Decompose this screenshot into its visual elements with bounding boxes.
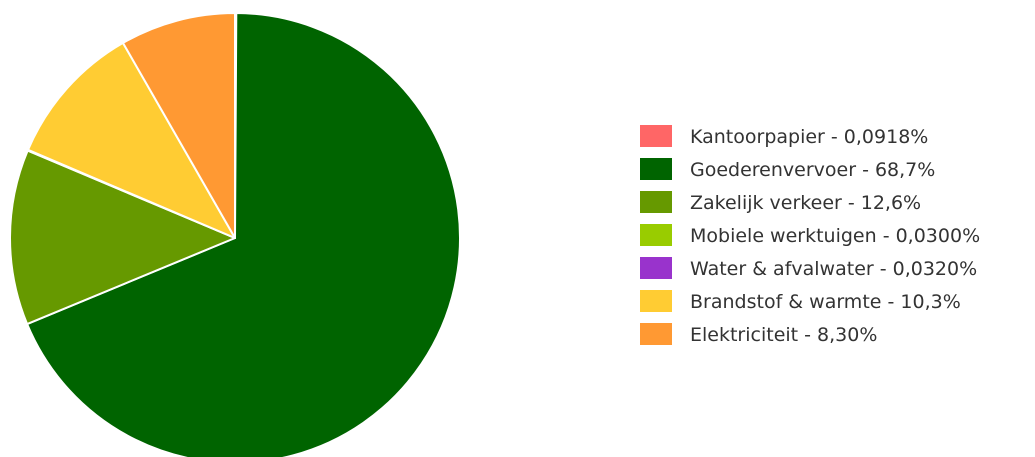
legend-item-mobiele-werktuigen: Mobiele werktuigen - 0,0300% — [640, 224, 980, 247]
legend-swatch — [640, 158, 672, 180]
legend-swatch — [640, 323, 672, 345]
legend-item-brandstof-and-warmte: Brandstof & warmte - 10,3% — [640, 290, 961, 313]
legend-item-water-and-afvalwater: Water & afvalwater - 0,0320% — [640, 257, 977, 280]
legend-swatch — [640, 257, 672, 279]
legend-label: Brandstof & warmte - 10,3% — [690, 291, 961, 313]
legend-swatch — [640, 125, 672, 147]
pie-slices — [9, 11, 461, 457]
legend-item-elektriciteit: Elektriciteit - 8,30% — [640, 323, 877, 346]
pie-slice-zakelijk-verkeer — [9, 149, 236, 326]
legend-label: Goederenvervoer - 68,7% — [690, 159, 935, 181]
legend-swatch — [640, 224, 672, 246]
pie-slice-elektriciteit — [121, 12, 236, 239]
legend-label: Water & afvalwater - 0,0320% — [690, 258, 977, 280]
legend-swatch — [640, 191, 672, 213]
pie-slice-brandstof-and-warmte — [27, 41, 236, 239]
legend-item-zakelijk-verkeer: Zakelijk verkeer - 12,6% — [640, 191, 921, 214]
legend-swatch — [640, 290, 672, 312]
legend-label: Mobiele werktuigen - 0,0300% — [690, 225, 980, 247]
legend-label: Zakelijk verkeer - 12,6% — [690, 192, 921, 214]
legend: Kantoorpapier - 0,0918% Goederenvervoer -… — [640, 125, 980, 346]
legend-item-kantoorpapier: Kantoorpapier - 0,0918% — [640, 125, 928, 148]
pie-slice-goederenvervoer — [26, 12, 461, 457]
legend-label: Elektriciteit - 8,30% — [690, 324, 877, 346]
legend-item-goederenvervoer: Goederenvervoer - 68,7% — [640, 158, 935, 181]
legend-label: Kantoorpapier - 0,0918% — [690, 126, 928, 148]
